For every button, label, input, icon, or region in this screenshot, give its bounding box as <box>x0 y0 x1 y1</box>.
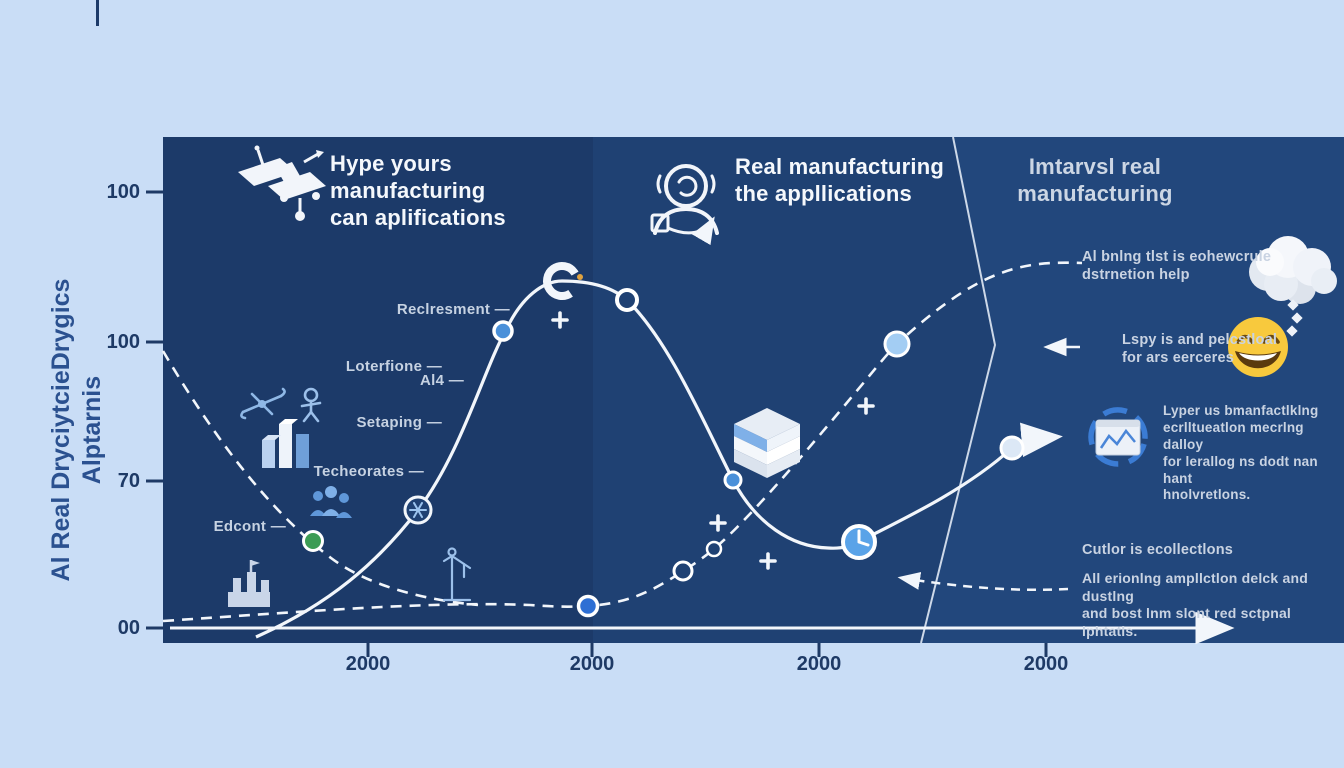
curve-label-al4: Al4 — <box>419 372 464 389</box>
stick-figure-icon <box>300 387 322 423</box>
curve-label-setaping: Setaping — <box>356 414 442 431</box>
annotation-3: Lyper us bmanfactlklng ecrlltueatlon mec… <box>1163 403 1341 504</box>
section-title-hype: Hype yours manufacturing can aplificatio… <box>330 150 580 231</box>
section-title-line: Hype yours <box>330 151 452 176</box>
marker-open-3 <box>705 540 723 558</box>
panel-left-section <box>163 137 593 643</box>
raindrops-icon <box>1286 299 1303 337</box>
satellite-icon <box>238 145 326 221</box>
marker-green-dot <box>302 530 324 552</box>
y-axis-title-line2: Alptarnis <box>78 375 106 485</box>
section-title-real: Real manufacturing the appllications <box>735 153 995 207</box>
y-axis-title-line1: Al Real DryciytcieDrygics <box>47 278 75 582</box>
castle-icon <box>228 560 270 607</box>
hype-solid-curve <box>255 279 1063 639</box>
plane-icon <box>240 387 286 420</box>
annotation-1: Al bnlng tlst is eohewcrule dstrnetion h… <box>1082 248 1272 284</box>
section-title-line: can aplifications <box>330 205 506 230</box>
y-tick-label: 00 <box>117 617 140 639</box>
section-title-interval: Imtarvsl real manufacturing <box>1005 153 1185 207</box>
support-person-icon <box>650 164 719 246</box>
section-title-line: manufacturing <box>1017 181 1173 206</box>
annotation-line: Al bnlng tlst is eohewcrule <box>1082 249 1272 265</box>
cloud-icon <box>1249 236 1337 304</box>
annotation-line: hnolvretlons. <box>1163 487 1251 503</box>
x-tick-label: 2000 <box>1023 653 1069 675</box>
plus-marks <box>551 311 875 570</box>
panel-right-section <box>921 137 1344 643</box>
annotation-line: for lerallog ns dodt nan hant <box>1163 453 1318 486</box>
crane-icon <box>442 547 472 602</box>
y-tick-label: 70 <box>117 470 140 492</box>
marker-dot-blue-2 <box>723 470 743 490</box>
clock-marker-icon <box>841 524 877 560</box>
annotation-line: Lspy is and pelcstloal <box>1122 332 1278 348</box>
x-axis-ticks <box>366 643 1048 657</box>
annotation-line: Lyper us bmanfactlklng <box>1163 403 1319 418</box>
annotation-line: ecrlltueatlon mecrlng dalloy <box>1163 419 1304 452</box>
marker-open-1 <box>615 288 639 312</box>
marker-blue-dot-dashed <box>576 594 600 618</box>
section-title-line: Imtarvsl real <box>1028 154 1162 179</box>
section-title-line: the appllications <box>735 181 912 206</box>
annotation-dashed-arrow <box>897 571 1069 592</box>
bar-chart-icon <box>262 419 309 468</box>
section-title-line: Real manufacturing <box>735 154 944 179</box>
annotation-line: Cutlor is ecollectlons <box>1082 542 1234 558</box>
people-icon <box>310 486 352 518</box>
curve-label-edcont: Edcont — <box>213 518 286 535</box>
artifact-tick <box>96 0 99 26</box>
marker-white-filled <box>999 435 1025 461</box>
marker-dot-blue-1 <box>492 320 514 342</box>
smiley-icon <box>1228 317 1288 377</box>
marker-lightblue-dot <box>883 330 911 358</box>
annotation-line: for ars eerceres <box>1122 350 1235 367</box>
curve-label-loterfione: Loterfione — <box>345 358 442 375</box>
curve-label-techeorates: Techeorates — <box>313 463 424 480</box>
annotation-line: All erionlng ampllctlon delck and dustln… <box>1082 570 1308 604</box>
section-title-line: manufacturing <box>330 178 486 203</box>
gauge-icon <box>1088 407 1148 467</box>
y-axis-ticks <box>146 190 163 630</box>
annotation-line: dstrnetion help <box>1082 267 1190 284</box>
peak-ring-marker <box>543 262 581 300</box>
x-tick-label: 2000 <box>569 653 615 675</box>
panel-middle-section <box>593 137 995 643</box>
curve-label-reclresment: Reclresment — <box>396 301 510 318</box>
peak-orange-dot <box>577 274 583 280</box>
curve-markers <box>302 262 1025 618</box>
annotation-2: Lspy is and pelcstloal for ars eerceres <box>1122 331 1292 367</box>
decline-dashed-curve <box>161 350 479 607</box>
y-tick-label: 100 <box>106 331 140 353</box>
annotation-5: All erionlng ampllctlon delck and dustln… <box>1082 570 1344 640</box>
cube-icon <box>734 408 800 478</box>
annotation-line: and bost lnm slont red sctpnal lphtatls. <box>1082 605 1292 639</box>
x-tick-label: 2000 <box>345 653 391 675</box>
y-axis-title: Al Real DryciytcieDrygics Alptarnis <box>46 215 108 645</box>
x-tick-label: 2000 <box>796 653 842 675</box>
section-divider-line <box>920 136 997 644</box>
marker-open-2 <box>672 560 694 582</box>
y-tick-label: 100 <box>106 181 140 203</box>
annotation-4: Cutlor is ecollectlons <box>1082 541 1282 559</box>
